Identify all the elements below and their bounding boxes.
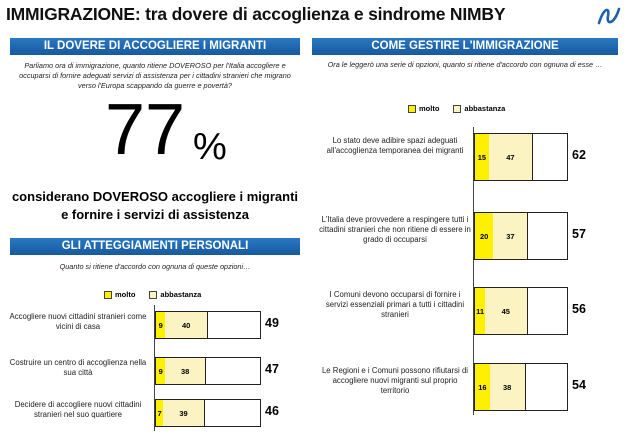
bar-abbastanza: 37 [493, 213, 529, 259]
category-label: Le Regioni e i Comuni possono rifiutarsi… [321, 366, 469, 395]
total-label: 57 [572, 227, 586, 241]
total-label: 47 [265, 362, 279, 376]
legend-swatch-molto [408, 104, 416, 113]
legend-label-molto: molto [419, 104, 440, 113]
total-label: 62 [572, 148, 586, 162]
chart1-subtitle: Quanto si ritiene d'accordo con ognuna d… [59, 262, 251, 271]
category-label: Decidere di accogliere nuovi cittadini s… [14, 400, 142, 419]
chart2-axis-line [473, 127, 474, 415]
chart2-subtitle: Ora le leggerò una serie di opzioni, qua… [327, 60, 603, 69]
category-label: L'Italia deve provvedere a respingere tu… [319, 215, 471, 244]
chart1-banner: GLI ATTEGGIAMENTI PERSONALI [10, 238, 300, 255]
bar-frame: 16 38 [474, 363, 568, 411]
duty-intro: Parliamo ora di immigrazione, quanto rit… [19, 61, 291, 90]
bar-frame: 20 37 [474, 212, 568, 260]
total-label: 46 [265, 404, 279, 418]
category-label: Accogliere nuovi cittadini stranieri com… [9, 312, 147, 331]
bar-molto: 16 [475, 364, 491, 410]
category-label: Lo stato deve adibire spazi adeguati all… [326, 136, 464, 155]
bar-abbastanza: 47 [488, 134, 534, 180]
bar-abbastanza: 38 [489, 364, 526, 410]
chart2-banner: COME GESTIRE L'IMMIGRAZIONE [312, 38, 618, 55]
legend-swatch-abbastanza [453, 104, 462, 113]
total-label: 56 [572, 302, 586, 316]
bar-abbastanza: 39 [163, 400, 205, 426]
bar-frame: 9 40 [155, 311, 261, 339]
bar-frame: 7 39 [155, 399, 261, 427]
big-percentage: 77 [105, 90, 186, 170]
legend-label-molto: molto [115, 290, 136, 299]
category-label: I Comuni devono occuparsi di fornire i s… [325, 290, 465, 319]
bar-abbastanza: 45 [485, 288, 528, 334]
total-label: 54 [572, 378, 586, 392]
category-label: Costruire un centro di accoglienza nella… [9, 358, 147, 377]
legend-swatch-molto [104, 290, 112, 299]
bar-frame: 11 45 [474, 287, 568, 335]
duty-banner: IL DOVERE DI ACCOGLIERE I MIGRANTI [10, 38, 300, 55]
wave-logo-icon [597, 7, 621, 25]
big-caption: considerano DOVEROSO accogliere i migran… [11, 189, 299, 222]
legend-swatch-abbastanza [149, 290, 158, 299]
legend-label-abbastanza: abbastanza [160, 290, 202, 299]
bar-abbastanza: 40 [165, 312, 208, 338]
total-label: 49 [265, 316, 279, 330]
bar-molto: 20 [475, 213, 495, 259]
bar-abbastanza: 38 [165, 358, 206, 384]
bar-frame: 15 47 [474, 133, 568, 181]
bar-frame: 9 38 [155, 357, 261, 385]
chart2-legend: molto abbastanza [408, 104, 505, 113]
big-percentage-unit: % [193, 126, 227, 168]
legend-label-abbastanza: abbastanza [464, 104, 506, 113]
page-title: IMMIGRAZIONE: tra dovere di accoglienza … [6, 4, 506, 24]
chart1-legend: molto abbastanza [104, 290, 201, 299]
bar-molto: 15 [475, 134, 490, 180]
chart1-axis-line [154, 305, 155, 431]
